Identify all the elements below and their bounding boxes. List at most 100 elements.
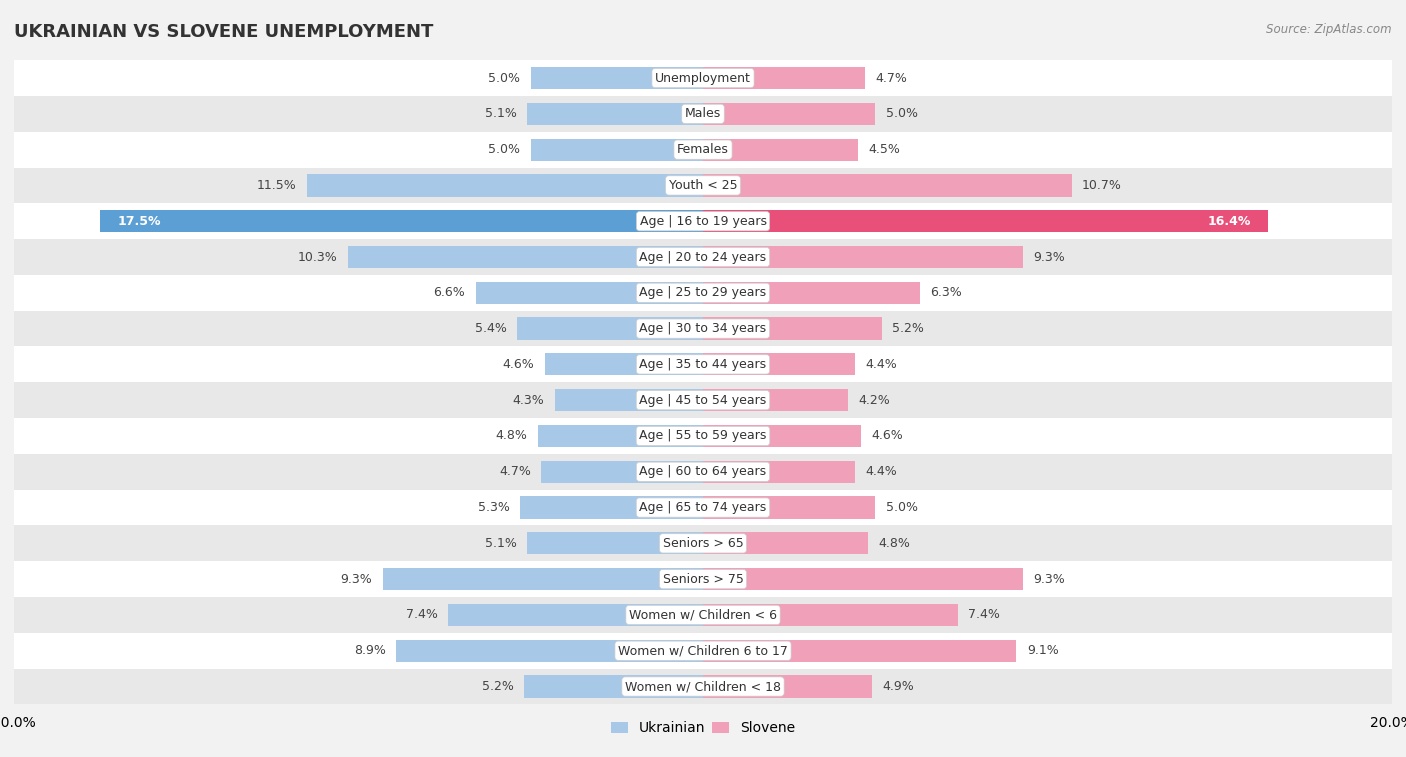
Text: Age | 20 to 24 years: Age | 20 to 24 years [640,251,766,263]
Bar [531,67,703,89]
Bar [14,275,1392,310]
Text: 5.0%: 5.0% [488,72,520,85]
Bar [537,425,703,447]
Bar [14,418,1392,454]
Bar [475,282,703,304]
Bar [703,67,865,89]
Bar [14,597,1392,633]
Bar [14,668,1392,705]
Text: 5.1%: 5.1% [485,107,517,120]
Bar [14,60,1392,96]
Bar [14,96,1392,132]
Text: 9.3%: 9.3% [1033,572,1066,586]
Bar [14,204,1392,239]
Bar [555,389,703,411]
Text: 4.7%: 4.7% [875,72,907,85]
Text: 7.4%: 7.4% [969,609,1000,621]
Text: 4.4%: 4.4% [865,358,897,371]
Text: 4.8%: 4.8% [879,537,911,550]
Text: Age | 35 to 44 years: Age | 35 to 44 years [640,358,766,371]
Bar [703,317,882,340]
Text: 9.1%: 9.1% [1026,644,1059,657]
Text: Women w/ Children 6 to 17: Women w/ Children 6 to 17 [619,644,787,657]
Bar [14,132,1392,167]
Text: 6.3%: 6.3% [931,286,962,299]
Bar [703,604,957,626]
Bar [14,167,1392,204]
Bar [527,532,703,554]
Bar [14,239,1392,275]
Bar [14,525,1392,561]
Bar [703,354,855,375]
Bar [349,246,703,268]
Text: 6.6%: 6.6% [433,286,465,299]
Bar [517,317,703,340]
Bar [703,210,1268,232]
Bar [703,640,1017,662]
Bar [307,174,703,197]
Bar [531,139,703,160]
Text: 4.4%: 4.4% [865,466,897,478]
Text: 9.3%: 9.3% [1033,251,1066,263]
Text: Youth < 25: Youth < 25 [669,179,737,192]
Text: Age | 60 to 64 years: Age | 60 to 64 years [640,466,766,478]
Text: 5.0%: 5.0% [886,501,918,514]
Bar [100,210,703,232]
Text: 9.3%: 9.3% [340,572,373,586]
Text: 5.2%: 5.2% [482,680,513,693]
Text: 4.2%: 4.2% [858,394,890,407]
Text: Age | 25 to 29 years: Age | 25 to 29 years [640,286,766,299]
Bar [703,532,869,554]
Bar [703,246,1024,268]
Text: Seniors > 75: Seniors > 75 [662,572,744,586]
Text: 4.6%: 4.6% [872,429,904,443]
Text: Source: ZipAtlas.com: Source: ZipAtlas.com [1267,23,1392,36]
Bar [14,633,1392,668]
Bar [544,354,703,375]
Text: Males: Males [685,107,721,120]
Text: 11.5%: 11.5% [257,179,297,192]
Legend: Ukrainian, Slovene: Ukrainian, Slovene [606,716,800,741]
Text: 4.5%: 4.5% [869,143,900,156]
Bar [703,675,872,698]
Text: 5.0%: 5.0% [886,107,918,120]
Text: Women w/ Children < 6: Women w/ Children < 6 [628,609,778,621]
Text: 4.3%: 4.3% [513,394,544,407]
Text: 5.2%: 5.2% [893,322,924,335]
Text: 10.3%: 10.3% [298,251,337,263]
Text: 5.4%: 5.4% [475,322,506,335]
Text: Unemployment: Unemployment [655,72,751,85]
Text: Females: Females [678,143,728,156]
Text: 5.3%: 5.3% [478,501,510,514]
Text: Age | 55 to 59 years: Age | 55 to 59 years [640,429,766,443]
Bar [703,461,855,483]
Text: Age | 65 to 74 years: Age | 65 to 74 years [640,501,766,514]
Bar [382,568,703,590]
Text: 5.0%: 5.0% [488,143,520,156]
Text: Women w/ Children < 18: Women w/ Children < 18 [626,680,780,693]
Bar [703,282,920,304]
Bar [703,174,1071,197]
Bar [703,568,1024,590]
Bar [524,675,703,698]
Text: 8.9%: 8.9% [354,644,387,657]
Bar [520,497,703,519]
Bar [14,454,1392,490]
Bar [703,103,875,125]
Bar [14,310,1392,347]
Bar [703,497,875,519]
Bar [14,382,1392,418]
Bar [703,425,862,447]
Text: 4.7%: 4.7% [499,466,531,478]
Text: 4.8%: 4.8% [495,429,527,443]
Text: 17.5%: 17.5% [117,215,160,228]
Bar [541,461,703,483]
Text: 7.4%: 7.4% [406,609,437,621]
Bar [396,640,703,662]
Bar [449,604,703,626]
Bar [14,561,1392,597]
Text: 4.6%: 4.6% [502,358,534,371]
Text: Age | 45 to 54 years: Age | 45 to 54 years [640,394,766,407]
Bar [527,103,703,125]
Text: 16.4%: 16.4% [1208,215,1251,228]
